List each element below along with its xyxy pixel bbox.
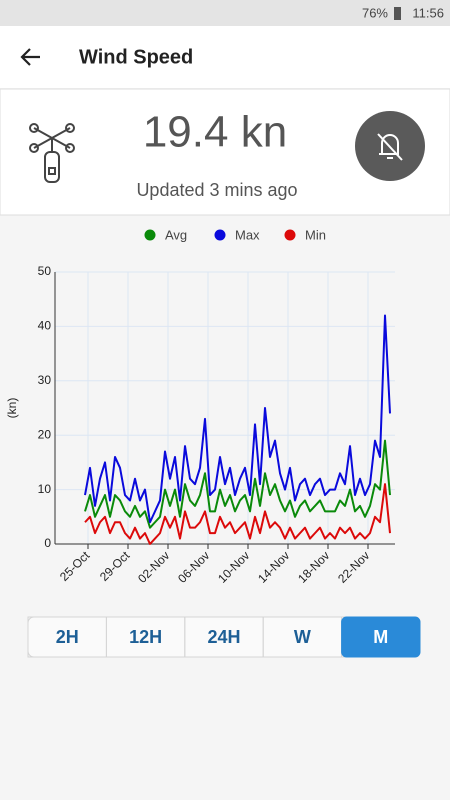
y-tick-label: 50	[38, 264, 52, 278]
y-tick-label: 20	[38, 427, 52, 441]
x-tick-label: 14-Nov	[255, 548, 292, 585]
legend-label: Avg	[165, 227, 187, 242]
y-tick-label: 30	[38, 373, 52, 387]
x-tick-label: 02-Nov	[135, 548, 172, 585]
series-line	[84, 314, 391, 524]
legend-label: Max	[235, 227, 260, 242]
y-tick-label: 10	[38, 482, 52, 496]
chart: Avg Max Min 0 10 20 30 40 50 25-Oct 29-Oct 02-Nov 06…	[5, 227, 395, 586]
bell-off-icon	[378, 134, 402, 161]
back-button[interactable]	[20, 48, 40, 66]
y-tick-label: 40	[38, 319, 52, 333]
range-button-label: M	[373, 627, 388, 647]
anemometer-icon	[29, 123, 75, 183]
range-button[interactable]	[341, 616, 421, 658]
x-tick-label: 06-Nov	[175, 548, 212, 585]
y-axis-label: (kn)	[5, 398, 19, 419]
battery-icon	[394, 7, 401, 20]
legend-swatch	[144, 229, 156, 241]
x-tick-label: 10-Nov	[215, 548, 252, 585]
range-button-label: 12H	[129, 627, 162, 647]
status-bar	[0, 0, 450, 26]
legend-swatch	[214, 229, 226, 241]
app-bar	[0, 26, 450, 88]
range-button-label: 2H	[56, 627, 79, 647]
x-tick-label: 22-Nov	[335, 548, 372, 585]
reading-value: 19.4 kn	[143, 108, 287, 157]
battery: 76%	[362, 5, 388, 20]
series-line	[84, 439, 391, 529]
series-line	[84, 483, 391, 545]
clock: 11:56	[412, 5, 444, 20]
x-tick-label: 25-Oct	[57, 548, 93, 584]
range-button-label: W	[294, 627, 311, 647]
x-tick-label: 18-Nov	[295, 548, 332, 585]
updated-text: Updated 3 mins ago	[136, 180, 297, 200]
screen-title: Wind Speed	[79, 46, 193, 68]
x-tick-label: 29-Oct	[97, 548, 133, 584]
y-tick-label: 0	[44, 536, 51, 550]
range-button-label: 24H	[207, 627, 240, 647]
legend-swatch	[284, 229, 296, 241]
legend-label: Min	[305, 227, 326, 242]
range-selector: 2H 12H 24H W M	[27, 616, 421, 658]
